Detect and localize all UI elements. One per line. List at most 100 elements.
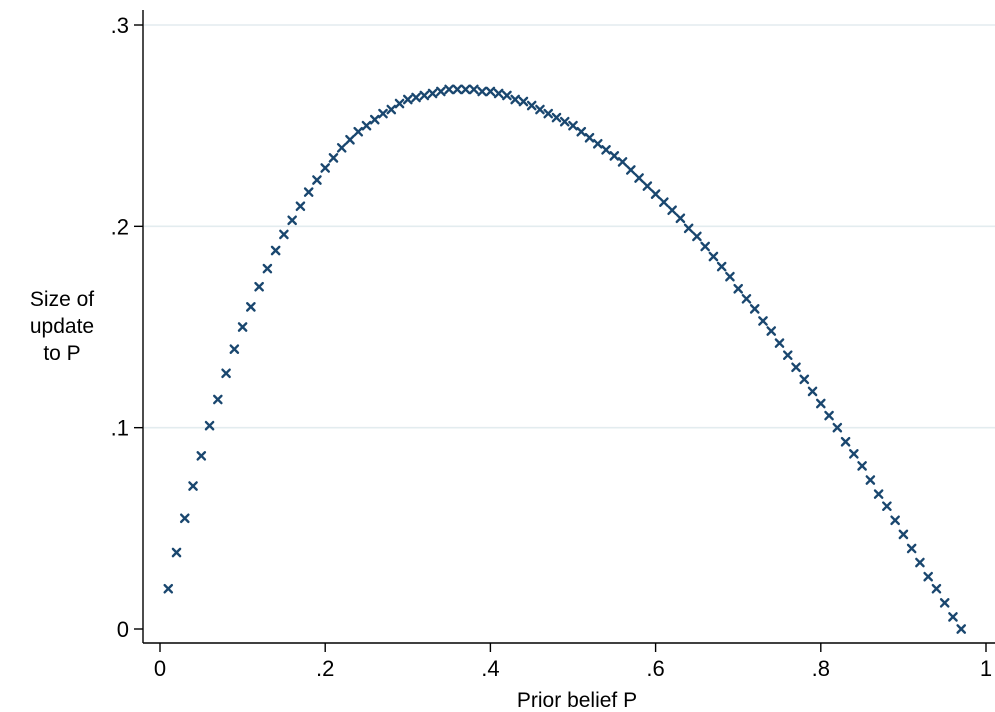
- data-point: [708, 251, 719, 262]
- data-point: [246, 302, 256, 312]
- data-point: [551, 112, 562, 123]
- data-point: [857, 461, 867, 471]
- data-point: [766, 326, 777, 336]
- data-point: [312, 175, 322, 185]
- x-tick-label: .6: [646, 656, 664, 681]
- data-point: [543, 108, 554, 119]
- data-point: [849, 449, 859, 459]
- data-point: [403, 94, 413, 105]
- y-axis-title: Size of update to P: [30, 288, 94, 365]
- axes: [142, 10, 995, 644]
- data-point: [477, 86, 487, 97]
- y-tick-label: 0: [117, 617, 129, 642]
- data-point: [369, 114, 380, 125]
- data-point: [592, 138, 603, 149]
- data-point: [179, 513, 190, 524]
- data-point: [204, 420, 215, 431]
- data-point: [832, 422, 843, 433]
- data-point: [956, 624, 967, 634]
- data-point: [923, 571, 933, 582]
- gridlines: [144, 24, 995, 429]
- data-point: [303, 187, 314, 197]
- data-point: [444, 84, 454, 95]
- data-point: [898, 529, 909, 540]
- x-tick-label: .4: [481, 656, 499, 681]
- data-point: [353, 126, 364, 137]
- data-point: [659, 197, 669, 207]
- data-point: [336, 143, 347, 153]
- data-point: [518, 96, 529, 107]
- data-point: [948, 612, 958, 622]
- x-tick-label: .8: [812, 656, 830, 681]
- data-point: [196, 451, 207, 461]
- data-point: [650, 189, 661, 199]
- data-point: [229, 344, 240, 354]
- data-point: [626, 165, 636, 175]
- data-point: [931, 583, 942, 594]
- data-point: [279, 229, 289, 240]
- data-point: [791, 362, 801, 373]
- data-point: [510, 94, 520, 105]
- data-point: [320, 163, 330, 173]
- data-point: [568, 120, 578, 131]
- data-point: [741, 294, 752, 304]
- y-tick-label: .2: [111, 214, 129, 239]
- data-point: [601, 145, 611, 155]
- data-point: [287, 215, 297, 226]
- data-point: [700, 241, 710, 252]
- data-point: [502, 90, 512, 101]
- data-point: [188, 481, 198, 491]
- data-point: [270, 245, 281, 256]
- data-point: [749, 304, 760, 314]
- data-point: [634, 173, 644, 183]
- data-point: [576, 126, 587, 137]
- data-point: [609, 151, 620, 161]
- data-point: [559, 116, 570, 127]
- data-point: [824, 410, 834, 421]
- data-point: [526, 100, 537, 111]
- data-point: [733, 283, 743, 294]
- data-point: [361, 120, 372, 131]
- data-point: [617, 157, 628, 167]
- data-point: [163, 583, 174, 594]
- data-point: [427, 88, 438, 99]
- data-point: [667, 205, 677, 216]
- x-axis-title: Prior belief P: [517, 689, 637, 712]
- data-point: [675, 213, 686, 224]
- y-axis-title-line-1: Size of: [30, 288, 94, 311]
- data-point: [213, 394, 223, 405]
- x-tick-label: .2: [316, 656, 334, 681]
- x-tick-label: 1: [980, 656, 992, 681]
- data-points: [163, 84, 967, 634]
- data-point: [807, 386, 818, 397]
- data-point: [328, 153, 339, 163]
- data-point: [716, 261, 727, 272]
- data-point: [394, 98, 405, 109]
- y-tick-label: .3: [111, 13, 129, 38]
- data-point: [642, 181, 653, 191]
- data-point: [782, 350, 793, 360]
- data-point: [485, 86, 496, 97]
- data-point: [882, 501, 892, 511]
- data-point: [411, 92, 421, 103]
- data-point: [345, 134, 355, 145]
- data-point: [378, 108, 388, 119]
- data-point: [915, 557, 925, 568]
- data-point: [584, 132, 595, 143]
- data-point: [906, 543, 917, 554]
- data-point: [725, 271, 735, 282]
- data-point: [816, 398, 826, 409]
- data-point: [774, 338, 785, 348]
- x-tick-label: 0: [154, 656, 166, 681]
- data-point: [865, 475, 876, 485]
- data-point: [683, 223, 694, 234]
- data-point: [436, 86, 446, 97]
- data-point: [171, 547, 182, 558]
- data-point: [758, 316, 768, 326]
- data-point: [452, 84, 463, 95]
- data-point: [535, 104, 545, 115]
- data-point: [939, 598, 950, 608]
- y-axis-title-line-3: to P: [43, 342, 80, 365]
- data-point: [295, 201, 306, 212]
- data-point: [262, 263, 273, 274]
